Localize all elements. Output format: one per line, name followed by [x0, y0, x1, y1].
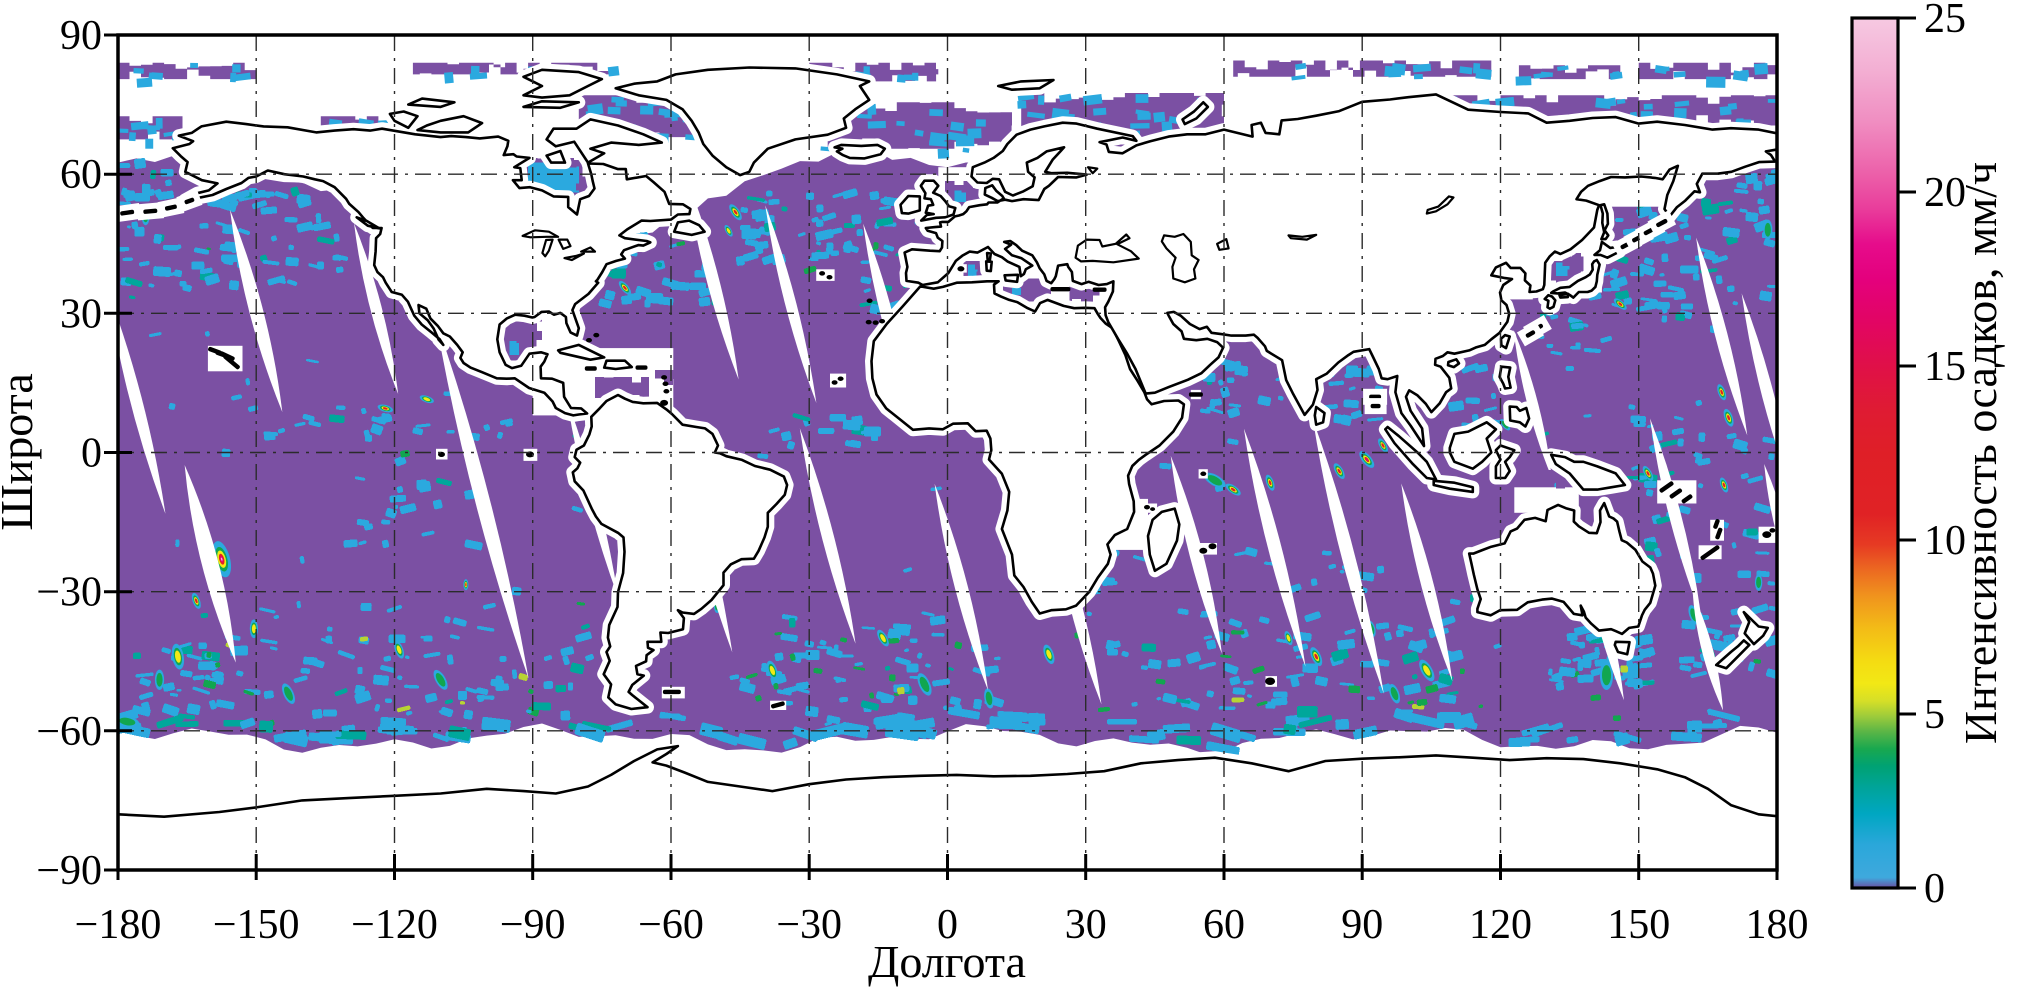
- x-tick-label: 90: [1341, 902, 1383, 948]
- lakes-layer: [521, 166, 1455, 284]
- y-tick-label: 0: [81, 431, 102, 477]
- y-tick-label: −90: [36, 848, 102, 894]
- colorbar-tick-label: 15: [1924, 344, 1966, 390]
- x-axis-title: Долгота: [868, 936, 1026, 987]
- colorbar-tick-label: 10: [1924, 518, 1966, 564]
- x-tick-label: −120: [351, 902, 438, 948]
- x-tick-label: −60: [638, 902, 704, 948]
- y-tick-label: 30: [60, 291, 102, 337]
- y-tick-label: 60: [60, 152, 102, 198]
- x-tick-label: −180: [75, 902, 162, 948]
- colorbar: 0 5 10 15 20 25: [1850, 0, 1966, 912]
- colorbar-tick-label: 25: [1924, 0, 1966, 42]
- colorbar-tick-label: 5: [1924, 692, 1945, 738]
- y-axis-title: Широта: [0, 373, 42, 531]
- y-tick-label: −30: [36, 570, 102, 616]
- x-tick-label: 0: [937, 902, 958, 948]
- y-tick-labels: 90 60 30 0 −30 −60 −90: [36, 13, 102, 894]
- x-tick-label: 150: [1607, 902, 1670, 948]
- x-tick-label: 60: [1203, 902, 1245, 948]
- x-tick-label: 120: [1469, 902, 1532, 948]
- x-tick-label: 180: [1746, 902, 1809, 948]
- colorbar-tick-label: 20: [1924, 170, 1966, 216]
- x-tick-label: −30: [776, 902, 842, 948]
- axis-ticks: [104, 33, 1779, 880]
- x-tick-label: −90: [500, 902, 566, 948]
- colorbar-tick-label: 0: [1924, 866, 1945, 912]
- y-tick-label: 90: [60, 13, 102, 59]
- small-islands-layer: [118, 189, 1777, 710]
- x-tick-labels: −180 −150 −120 −90 −60 −30 0 30 60 90 120 150 180: [75, 902, 1809, 948]
- y-tick-label: −60: [36, 709, 102, 755]
- x-tick-label: −150: [213, 902, 300, 948]
- x-tick-label: 30: [1065, 902, 1107, 948]
- colorbar-title: Интенсивность осадков, мм/ч: [1955, 162, 2006, 744]
- graticule-layer: [118, 35, 1777, 870]
